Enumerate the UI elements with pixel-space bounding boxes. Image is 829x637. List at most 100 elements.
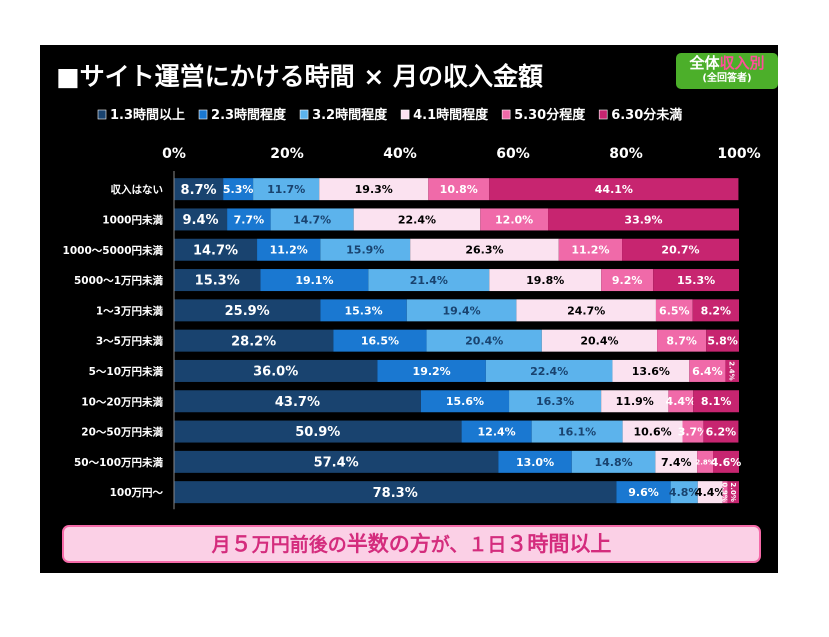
bar-segment — [353, 208, 481, 231]
data-label: 8.7% — [666, 335, 697, 348]
data-label: 14.8% — [594, 456, 632, 469]
data-label: 19.4% — [442, 304, 480, 317]
bar-segment — [655, 450, 698, 473]
bar-segment — [601, 390, 669, 413]
data-label: 15.6% — [446, 395, 484, 408]
bar-segment — [706, 329, 739, 352]
data-label: 4.8% — [669, 486, 700, 499]
bar-segment — [426, 329, 542, 352]
data-label: 16.1% — [558, 426, 596, 439]
bar-segment — [174, 481, 617, 504]
data-label: 20.7% — [661, 244, 699, 257]
data-label: 6.2% — [706, 426, 737, 439]
bar-segment — [174, 420, 462, 443]
bar-segment — [420, 390, 510, 413]
data-label: 10.8% — [440, 183, 478, 196]
data-label: 8.7% — [181, 183, 217, 198]
bar-segment — [174, 208, 228, 231]
bar-segment — [485, 359, 613, 382]
legend-label-6: 6.30分未満 — [611, 107, 682, 123]
bar-segment — [655, 299, 693, 322]
bar-segment — [461, 420, 532, 443]
bar-segment — [489, 178, 739, 201]
category-label: 100万円～ — [110, 487, 164, 499]
data-label: 9.4% — [183, 213, 219, 228]
data-label: 3.7% — [678, 426, 709, 439]
bar-segment — [406, 299, 517, 322]
data-label: 11.2% — [270, 244, 308, 257]
data-label: 4.4% — [666, 395, 697, 408]
data-label: 78.3% — [373, 486, 418, 501]
badge-subtitle: (全回答者) — [702, 73, 752, 84]
data-label: 22.4% — [530, 365, 568, 378]
data-label: 12.0% — [495, 213, 533, 226]
chart-title: ■サイト運営にかける時間 × 月の収入金額 — [56, 62, 543, 91]
bar-segment — [227, 208, 271, 231]
data-label: 15.3% — [344, 304, 382, 317]
bar-segment — [428, 178, 490, 201]
data-label: 13.6% — [632, 365, 670, 378]
data-label: 19.8% — [526, 274, 564, 287]
bar-segment — [693, 390, 739, 413]
data-label: 11.9% — [616, 395, 654, 408]
data-label: 0.9% — [721, 482, 729, 501]
x-tick-label: 80% — [609, 146, 643, 162]
legend-swatch-5 — [501, 109, 511, 120]
bar-segment — [174, 269, 261, 292]
bar-segment — [682, 420, 704, 443]
data-label: 4.4% — [695, 486, 726, 499]
bar-segment — [320, 299, 407, 322]
bar-segment — [670, 481, 698, 504]
bar-segment — [174, 359, 378, 382]
data-label: 10.6% — [633, 426, 671, 439]
data-label: 7.4% — [661, 456, 692, 469]
bar-segment — [653, 269, 739, 292]
data-label: 19.3% — [355, 183, 393, 196]
bar-segment — [253, 178, 320, 201]
bar-segment — [697, 450, 714, 473]
bar-segment — [571, 450, 656, 473]
data-label: 5.3% — [223, 183, 254, 196]
bar-segment — [622, 420, 683, 443]
data-label: 16.5% — [361, 335, 399, 348]
bar-segment — [657, 329, 707, 352]
bar-segment — [257, 238, 321, 261]
data-label: 43.7% — [275, 395, 320, 410]
category-label: 5000～1万円未満 — [74, 274, 164, 287]
footer-callout: 月５万円前後の半数の方が、１日３時間以上 — [62, 525, 761, 563]
badge-label-all: 全体 — [689, 54, 720, 72]
bar-segment — [516, 299, 656, 322]
x-tick-label: 60% — [496, 146, 530, 162]
data-label: 14.7% — [293, 213, 331, 226]
data-label: 2.8% — [695, 458, 714, 466]
category-label: 20～50万円未満 — [81, 426, 163, 439]
data-label: 15.3% — [195, 274, 240, 289]
bar-segment — [713, 450, 739, 473]
legend-label-3: 3.2時間程度 — [312, 107, 388, 123]
legend-swatch-2 — [198, 109, 208, 120]
bar-segment — [260, 269, 369, 292]
legend-swatch-6 — [598, 109, 608, 120]
bar-segment — [174, 299, 321, 322]
x-tick-label: 100% — [717, 146, 760, 162]
category-label: 5～10万円未満 — [89, 365, 164, 378]
bar-segment — [541, 329, 658, 352]
data-label: 8.1% — [701, 395, 732, 408]
data-label: 20.4% — [465, 335, 503, 348]
footer-text-7: 時間以上 — [527, 532, 612, 556]
footer-text-6: ３ — [506, 532, 528, 556]
x-tick-label: 0% — [162, 146, 186, 162]
bar-segment — [489, 269, 602, 292]
bar-segment — [174, 329, 334, 352]
data-label: 19.2% — [413, 365, 451, 378]
data-label: 9.6% — [628, 486, 659, 499]
category-label: 収入はない — [111, 184, 164, 196]
bar-segment — [727, 481, 739, 504]
data-label: 33.9% — [624, 213, 662, 226]
bar-segment — [622, 238, 739, 261]
data-label: 6.5% — [659, 304, 690, 317]
bar-segment — [612, 359, 690, 382]
bar-segment — [480, 208, 549, 231]
data-label: 2.0% — [729, 482, 737, 501]
legend-swatch-1 — [97, 109, 107, 120]
